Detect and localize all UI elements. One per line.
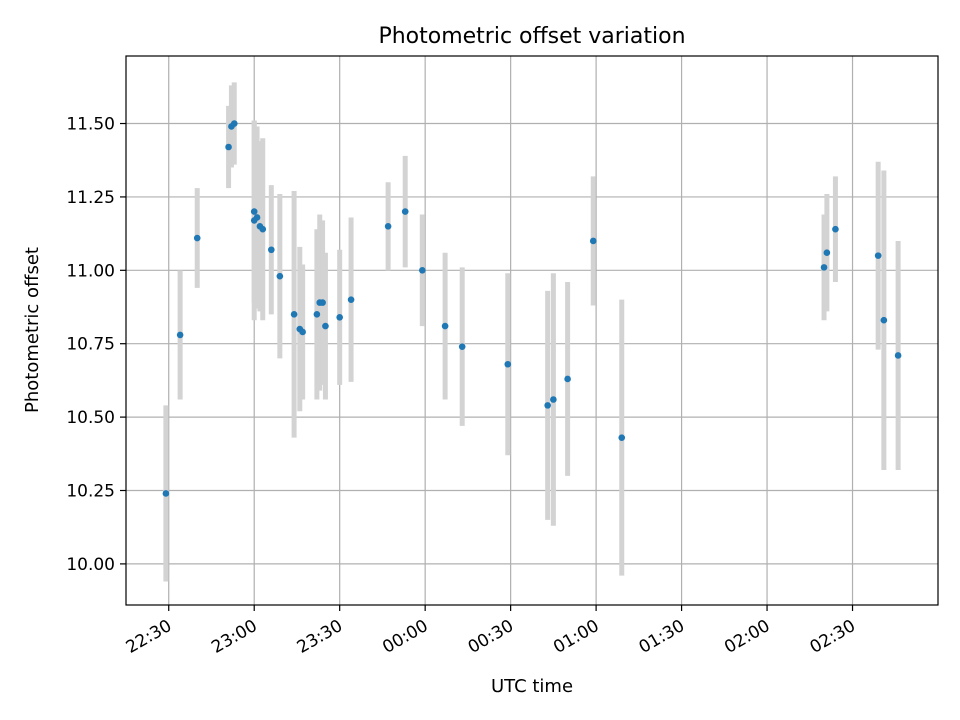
data-point <box>230 120 238 127</box>
y-tick-label: 10.50 <box>66 408 115 428</box>
data-point <box>832 225 839 233</box>
data-point <box>290 311 298 318</box>
y-tick-label: 10.00 <box>66 555 115 575</box>
data-point <box>299 328 306 336</box>
data-point <box>276 272 284 280</box>
data-point <box>441 322 449 330</box>
data-point <box>874 252 882 259</box>
y-tick-label: 10.75 <box>66 335 115 355</box>
data-point <box>268 246 275 254</box>
data-point <box>544 402 551 409</box>
data-point <box>880 316 888 324</box>
data-point <box>176 331 184 339</box>
data-point <box>336 313 343 321</box>
data-point <box>319 299 326 306</box>
data-point <box>894 352 902 359</box>
data-point <box>384 222 392 230</box>
grid <box>126 56 938 605</box>
data-point <box>504 360 512 368</box>
y-tick-label: 11.00 <box>66 261 115 281</box>
data-point <box>253 214 261 221</box>
data-point <box>401 208 409 215</box>
data-point <box>820 264 828 271</box>
chart-title: Photometric offset variation <box>378 24 685 49</box>
data-point <box>823 249 831 257</box>
data-point <box>250 208 258 215</box>
data-point <box>419 267 426 274</box>
data-point <box>618 434 626 441</box>
data-point <box>347 296 355 303</box>
data-point <box>550 396 557 403</box>
data-point <box>322 322 329 330</box>
y-axis-label: Photometric offset <box>22 247 43 413</box>
x-axis-label: UTC time <box>491 676 573 697</box>
data-point <box>193 234 201 242</box>
data-point <box>564 375 571 383</box>
data-point <box>225 143 232 151</box>
plot-frame <box>125 55 939 606</box>
y-tick-label: 10.25 <box>66 482 115 502</box>
data-point <box>259 225 267 233</box>
data-point <box>589 237 597 245</box>
y-tick-label: 11.25 <box>66 188 115 208</box>
data-point <box>313 311 321 318</box>
y-axis-ticks: 10.00 10.25 10.50 10.75 11.00 11.25 11.50 <box>66 115 126 575</box>
y-tick-label: 11.50 <box>66 115 115 135</box>
data-point <box>458 343 466 350</box>
data-point <box>162 490 170 497</box>
data-points <box>162 120 902 497</box>
